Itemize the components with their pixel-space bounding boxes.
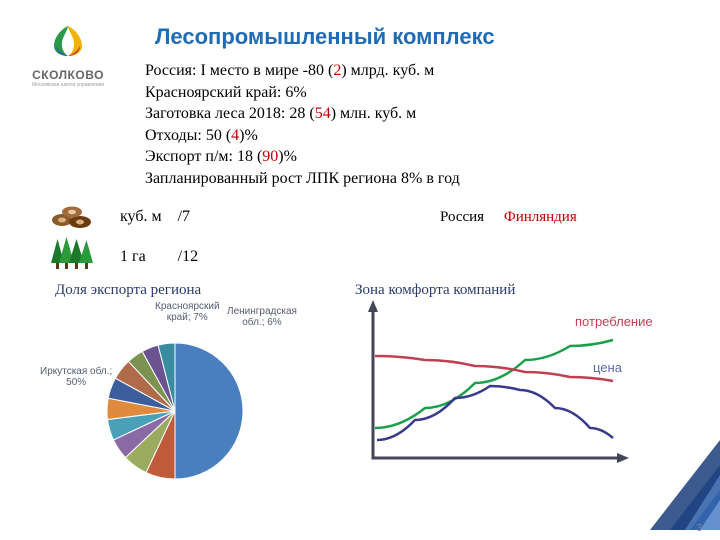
legend-russia: Россия [440, 209, 484, 225]
pie-chart: Иркутская обл.;50%Красноярскийкрай; 7%Ле… [55, 306, 305, 486]
logo-mark [46, 22, 90, 66]
pie-slice-0 [175, 343, 243, 479]
logo: СКОЛКОВО Московская школа управления [18, 22, 118, 88]
pie-label-2: Ленинградскаяобл.; 6% [227, 306, 297, 328]
logo-brand: СКОЛКОВО [18, 68, 118, 82]
corner-decoration [630, 430, 720, 530]
country-legend: Россия Финляндия [440, 209, 577, 226]
icons-column [50, 200, 94, 276]
line-title: Зона комфорта компаний [355, 282, 515, 299]
stat-row-1: Красноярский край: 6% [145, 82, 460, 104]
pie-label-0: Иркутская обл.;50% [40, 366, 112, 388]
stat-highlight-3: 4 [231, 127, 239, 144]
stat-row-0: Россия: I место в мире -80 (2) млрд. куб… [145, 60, 460, 82]
line-series-2 [377, 386, 613, 440]
forest-icon [50, 237, 94, 271]
ratio-cubm: куб. м /7 [120, 208, 190, 226]
line-chart: потребление цена [355, 298, 655, 478]
ratio-ha-left: 1 га [120, 248, 146, 265]
stat-highlight-4: 90 [262, 148, 278, 165]
stats-block: Россия: I место в мире -80 (2) млрд. куб… [145, 60, 460, 190]
line-series-label-0: потребление [575, 314, 653, 329]
line-series-label-1: цена [593, 360, 623, 375]
ratio-cubm-right: /7 [178, 208, 190, 225]
logo-subtitle: Московская школа управления [18, 82, 118, 88]
ratio-ha: 1 га /12 [120, 248, 198, 266]
stat-row-5: Запланированный рост ЛПК региона 8% в го… [145, 168, 460, 190]
stat-row-2: Заготовка леса 2018: 28 (54) млн. куб. м [145, 103, 460, 125]
ratio-ha-right: /12 [178, 248, 198, 265]
stat-row-3: Отходы: 50 (4)% [145, 125, 460, 147]
line-series-1 [375, 356, 613, 381]
pie-label-1: Красноярскийкрай; 7% [155, 301, 220, 323]
logs-icon [50, 200, 94, 230]
ratio-cubm-left: куб. м [120, 208, 162, 225]
page-number: 3 [696, 523, 702, 534]
pie-svg [55, 306, 305, 486]
pie-title: Доля экспорта региона [55, 282, 201, 299]
stat-row-4: Экспорт п/м: 18 (90)% [145, 146, 460, 168]
stat-highlight-2: 54 [315, 105, 331, 122]
line-svg: потребление цена [355, 298, 655, 478]
page-title: Лесопромышленный комплекс [155, 24, 495, 50]
legend-finland: Финляндия [504, 209, 577, 225]
